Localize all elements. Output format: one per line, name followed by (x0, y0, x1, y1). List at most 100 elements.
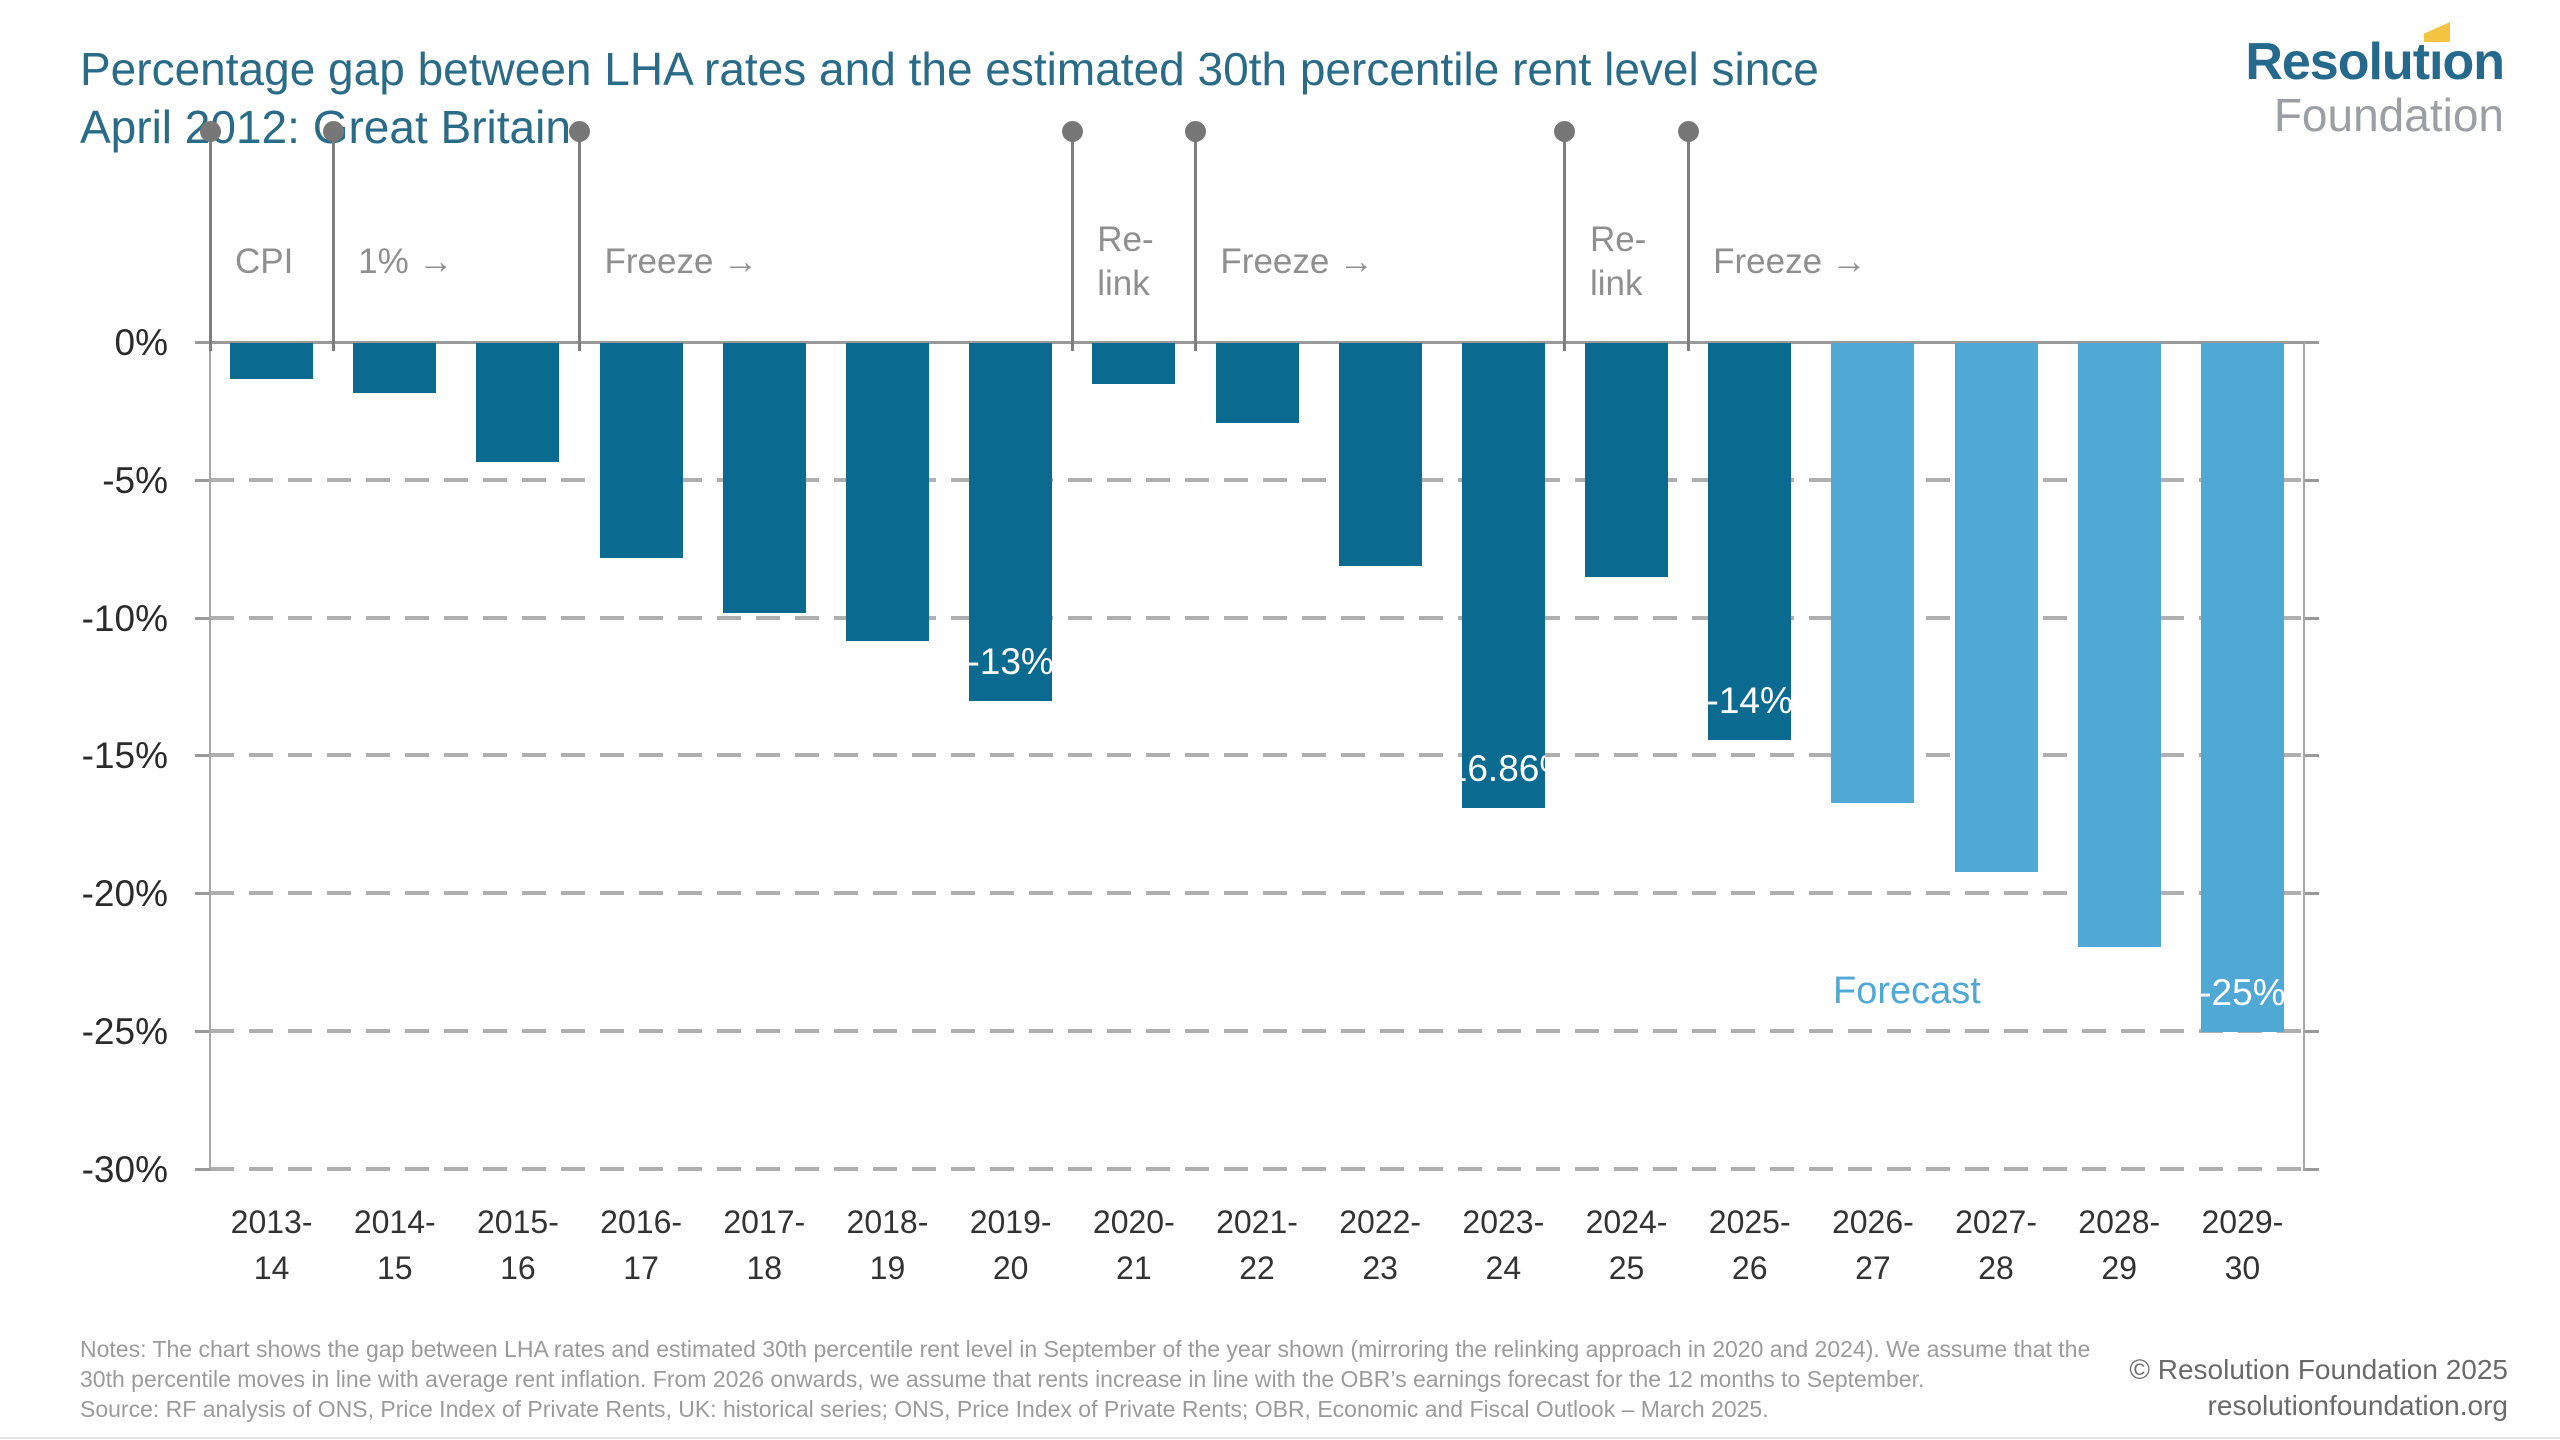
annotation-label: Re- link (1589, 220, 1647, 303)
gridline--20% (210, 891, 2304, 896)
y-axis-label: -30% (81, 1148, 168, 1190)
annotation-marker-icon (1184, 121, 1206, 142)
annotation-label: CPI (235, 242, 294, 281)
annotation-marker-icon (322, 121, 344, 142)
copyright-block: © Resolution Foundation 2025 resolutionf… (2129, 1352, 2508, 1424)
annotation-marker-icon (1677, 121, 1699, 142)
x-axis-label-2026-27: 2026- 27 (1831, 1203, 1914, 1286)
gridline--25% (210, 1029, 2304, 1033)
y-axis-tick-right (2303, 754, 2319, 758)
annotation-stem (578, 141, 582, 351)
x-axis-label-2023-24: 2023- 24 (1462, 1203, 1545, 1286)
x-axis-label-2029-30: 2029- 30 (2201, 1203, 2284, 1286)
y-axis-label: -20% (81, 873, 168, 915)
annotation-stem (1070, 141, 1074, 351)
annotation-label: 1% → (358, 242, 454, 281)
x-axis-label-2014-15: 2014- 15 (353, 1203, 436, 1286)
x-axis-label-2015-16: 2015- 16 (477, 1203, 559, 1286)
y-axis-tick-right (2303, 1030, 2319, 1033)
bar-2026-27 (1831, 343, 1915, 804)
annotation-marker-icon (569, 121, 591, 142)
bar-2018-19 (845, 343, 929, 641)
annotation-marker-icon (1554, 121, 1576, 142)
y-axis-tick (195, 754, 211, 758)
x-axis-label-2025-26: 2025- 26 (1708, 1203, 1791, 1286)
y-axis-tick-right (2303, 478, 2319, 482)
annotation-stem (1563, 141, 1567, 351)
y-axis-tick (195, 478, 211, 482)
title-line-1: Percentage gap between LHA rates and the… (80, 43, 1819, 95)
chart-notes: Notes: The chart shows the gap between L… (80, 1334, 2140, 1424)
bar-2013-14 (230, 343, 314, 379)
zero-baseline (210, 341, 2304, 344)
y-axis-label: 0% (114, 322, 168, 363)
bar-2015-16 (476, 343, 560, 462)
bar-2021-22 (1215, 343, 1299, 423)
y-axis-tick (195, 616, 211, 620)
copyright-text: © Resolution Foundation 2025 (2129, 1354, 2508, 1385)
y-axis-label: -15% (81, 735, 168, 777)
logo-wordmark-secondary: Foundation (2273, 89, 2504, 141)
bottom-divider (0, 1437, 2560, 1439)
annotation-stem (208, 141, 212, 351)
x-axis-label-2016-17: 2016- 17 (600, 1203, 683, 1286)
notes-text: Notes: The chart shows the gap between L… (80, 1336, 2091, 1392)
bar-value-label-2029-30: -25% (2200, 972, 2284, 1013)
y-axis-line (209, 141, 211, 1169)
gridline--10% (210, 615, 2304, 620)
bar-2023-24: -16.86% (1461, 343, 1545, 808)
annotation-label: Freeze → (1713, 242, 1867, 281)
bar-2020-21 (1092, 343, 1176, 385)
gridline--15% (210, 753, 2304, 758)
annotation-label: Freeze → (604, 242, 759, 281)
gridline--30% (210, 1166, 2304, 1171)
annotation-label: Re- link (1097, 220, 1154, 303)
y-axis-tick-right (2303, 341, 2319, 344)
y-axis-tick-right (2303, 616, 2319, 620)
x-axis-label-2018-19: 2018- 19 (846, 1203, 929, 1286)
annotation-label: Freeze → (1220, 242, 1375, 281)
annotation-stem (331, 141, 335, 351)
bar-2025-26: -14% (1708, 343, 1792, 740)
forecast-legend-label: Forecast (1833, 970, 1981, 1012)
source-text: Source: RF analysis of ONS, Price Index … (80, 1396, 1769, 1422)
bar-2022-23 (1338, 343, 1422, 567)
bar-2017-18 (722, 343, 806, 614)
bar-2024-25 (1585, 343, 1669, 578)
bar-2019-20: -13% (969, 343, 1053, 702)
x-axis-label-2020-21: 2020- 21 (1092, 1203, 1175, 1286)
bar-2016-17 (599, 343, 683, 558)
x-axis-label-2027-28: 2027- 28 (1955, 1203, 2037, 1286)
right-axis-line (2303, 342, 2305, 1169)
bar-value-label-2023-24: -16.86% (1462, 747, 1545, 789)
y-axis-tick (195, 892, 211, 896)
y-axis-label: -5% (102, 459, 168, 501)
y-axis-tick (195, 1030, 211, 1033)
y-axis-tick-right (2303, 1167, 2319, 1171)
bar-2014-15 (353, 343, 437, 393)
y-axis-tick (195, 1167, 211, 1171)
x-axis-label-2024-25: 2024- 25 (1585, 1203, 1668, 1286)
bar-2028-29 (2077, 343, 2161, 947)
annotation-stem (1686, 141, 1690, 351)
gridline--5% (210, 477, 2304, 482)
annotation-marker-icon (199, 121, 221, 142)
y-axis-label: -10% (81, 597, 168, 639)
website-text: resolutionfoundation.org (2207, 1390, 2508, 1421)
bar-2027-28 (1954, 343, 2038, 873)
x-axis-label-2021-22: 2021- 22 (1216, 1203, 1298, 1286)
x-axis-label-2022-23: 2022- 23 (1339, 1203, 1422, 1286)
y-axis-tick (195, 341, 211, 344)
bar-value-label-2019-20: -13% (969, 641, 1053, 683)
x-axis-label-2013-14: 2013- 14 (230, 1203, 313, 1286)
x-axis-label-2017-18: 2017- 18 (723, 1203, 806, 1286)
bar-2029-30: -25% (2200, 343, 2284, 1032)
y-axis-tick-right (2303, 892, 2319, 896)
annotation-stem (1193, 141, 1197, 351)
x-axis-label-2019-20: 2019- 20 (969, 1203, 1052, 1286)
x-axis-label-2028-29: 2028- 29 (2078, 1203, 2161, 1286)
bar-value-label-2025-26: -14% (1708, 679, 1792, 721)
y-axis-label: -25% (81, 1011, 168, 1052)
